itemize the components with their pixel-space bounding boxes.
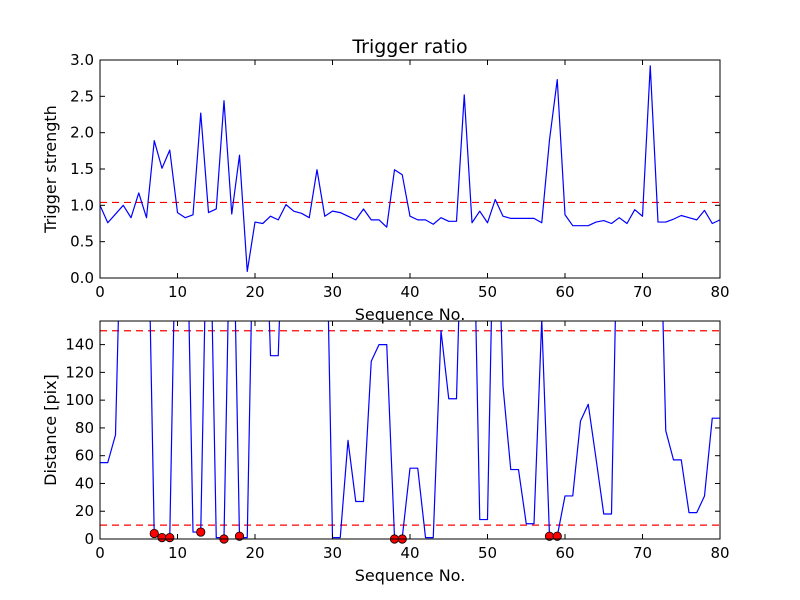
- x-tick-label: 40: [400, 544, 419, 562]
- y-tick-label: 140: [65, 336, 94, 354]
- data-marker: [552, 531, 562, 541]
- data-marker: [234, 531, 245, 541]
- x-tick-label: 20: [245, 544, 264, 562]
- x-tick-label: 30: [323, 283, 342, 301]
- x-axis-label: Sequence No.: [355, 566, 466, 585]
- x-tick-label: 0: [95, 283, 105, 301]
- x-tick-label: 80: [710, 283, 729, 301]
- y-tick-label: 1.0: [70, 196, 94, 214]
- data-marker: [149, 528, 159, 539]
- y-tick-label: 100: [65, 391, 94, 409]
- x-tick-label: 10: [168, 544, 187, 562]
- x-tick-label: 20: [245, 283, 264, 301]
- x-tick-label: 80: [710, 544, 729, 562]
- plot-area: [100, 321, 720, 539]
- x-tick-label: 50: [478, 544, 497, 562]
- y-tick-label: 2.0: [70, 124, 94, 142]
- x-tick-label: 70: [633, 283, 652, 301]
- x-tick-label: 40: [400, 283, 419, 301]
- series-line: [100, 321, 720, 539]
- plot-area: [100, 65, 720, 273]
- x-tick-label: 70: [633, 544, 652, 562]
- y-tick-label: 0: [84, 530, 94, 548]
- y-tick-label: 0.0: [70, 269, 94, 287]
- y-tick-label: 60: [75, 447, 94, 465]
- y-tick-label: 2.5: [70, 87, 94, 105]
- x-axis-label: Sequence No.: [355, 305, 466, 324]
- series-line: [100, 65, 720, 273]
- data-marker: [157, 533, 167, 543]
- x-tick-label: 60: [555, 544, 574, 562]
- y-tick-label: 3.0: [70, 51, 94, 69]
- x-tick-label: 60: [555, 283, 574, 301]
- data-marker: [196, 527, 206, 537]
- y-tick-label: 40: [75, 474, 94, 492]
- y-axis-label: Distance [pix]: [41, 374, 60, 486]
- x-tick-label: 0: [95, 544, 105, 562]
- x-tick-label: 30: [323, 544, 342, 562]
- x-tick-label: 10: [168, 283, 187, 301]
- y-tick-label: 20: [75, 502, 94, 520]
- y-axis-label: Trigger strength: [41, 105, 60, 234]
- y-tick-label: 80: [75, 419, 94, 437]
- x-tick-label: 50: [478, 283, 497, 301]
- chart-title: Trigger ratio: [351, 36, 467, 58]
- y-tick-label: 0.5: [70, 233, 94, 251]
- y-tick-label: 1.5: [70, 160, 94, 178]
- y-tick-label: 120: [65, 363, 94, 381]
- data-marker: [165, 533, 175, 543]
- top-chart: 0 10 20 30 40 50 60 70 80 0.0 0.5 1.0 1.5 2.0 2.5 3.0 Se…: [41, 36, 730, 324]
- bottom-chart: 0 10 20 30 40 50 60 70 80 0 20 40 60 80 100 120 140 Seque…: [41, 320, 730, 585]
